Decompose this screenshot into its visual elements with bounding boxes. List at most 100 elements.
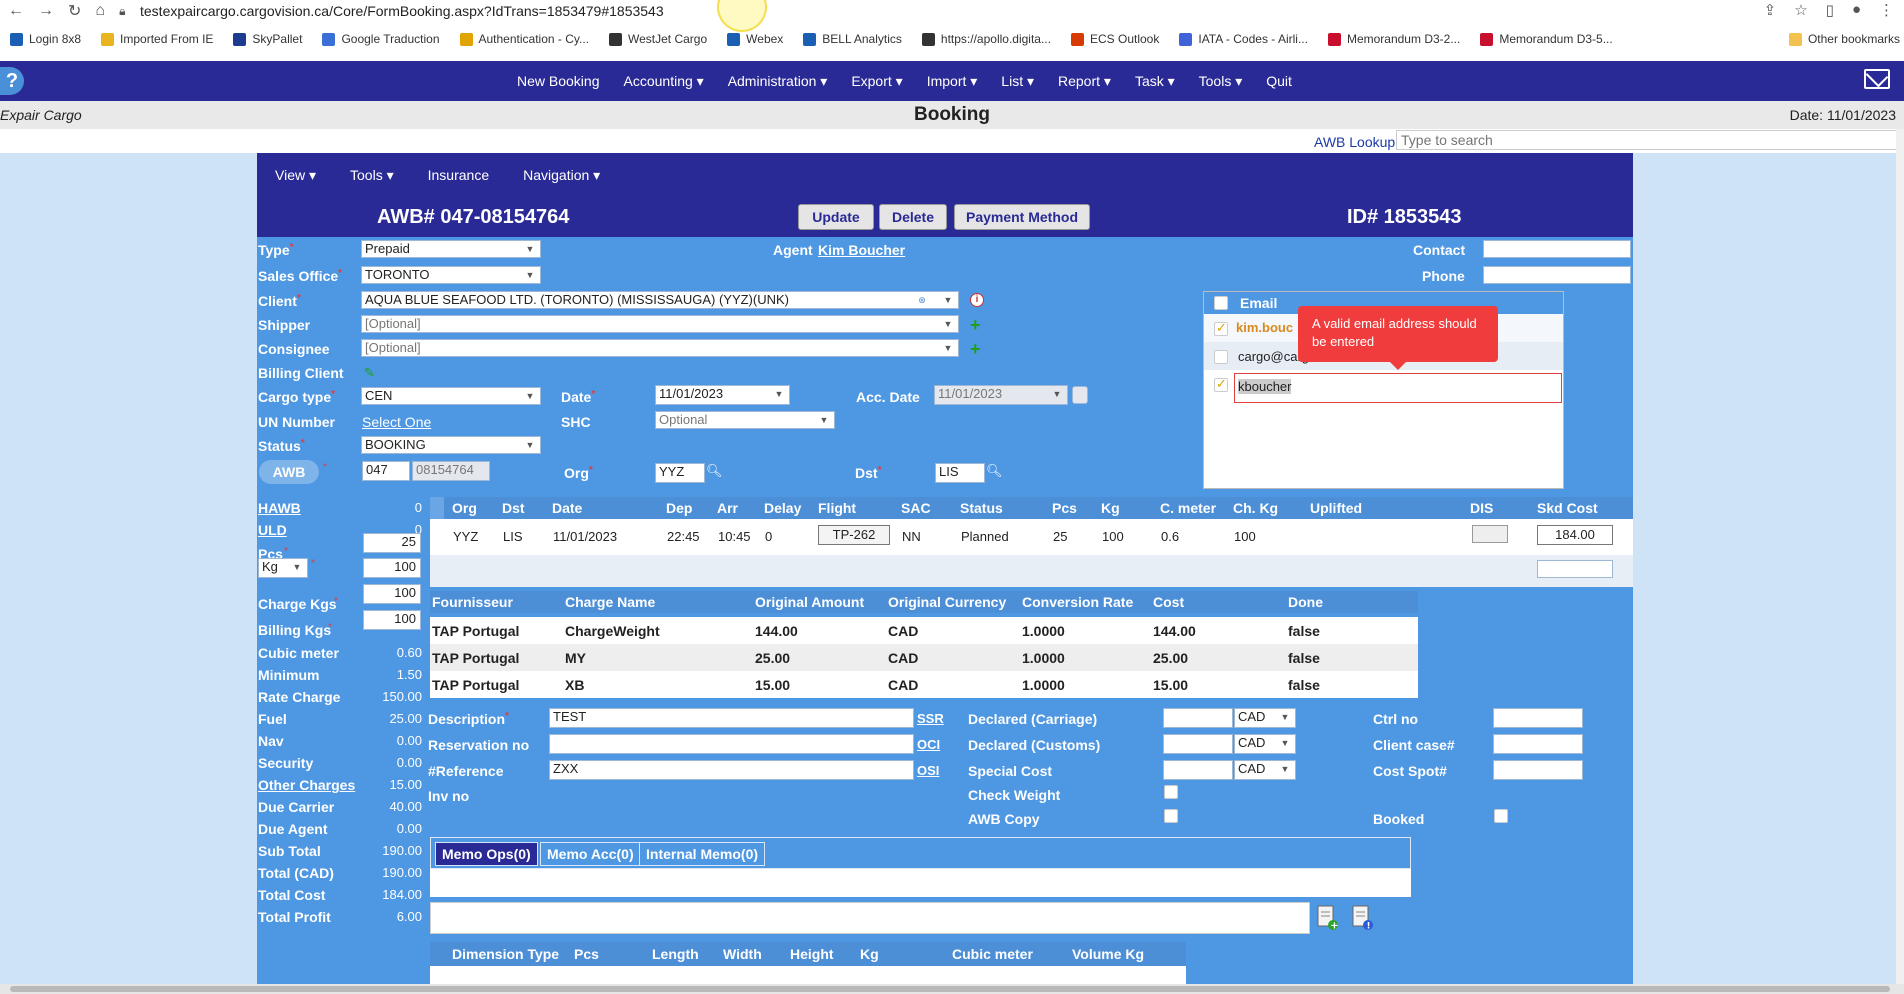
home-icon[interactable]: ⌂: [95, 2, 106, 19]
flight-grid-header-cell[interactable]: Org: [452, 500, 477, 516]
dst-input[interactable]: LIS: [935, 463, 985, 483]
flight-grid-row[interactable]: YYZ LIS 11/01/2023 22:45 10:45 0 TP-262 NN Plann…: [430, 519, 1633, 555]
flight-grid-header-cell[interactable]: C. meter: [1160, 500, 1217, 516]
email-row-checkbox[interactable]: [1214, 320, 1228, 336]
awb-copy-checkbox[interactable]: [1164, 809, 1178, 823]
share-icon[interactable]: ⇪: [1763, 2, 1777, 19]
dimension-header-cell[interactable]: Height: [790, 946, 834, 962]
dimension-header-cell[interactable]: Cubic meter: [952, 946, 1033, 962]
bookmark-item[interactable]: ECS Outlook: [1061, 32, 1169, 46]
toolbar-item[interactable]: Insurance: [427, 167, 490, 183]
tab-internal-memo[interactable]: Internal Memo(0): [639, 842, 766, 866]
flight-grid-header-cell[interactable]: Ch. Kg: [1233, 500, 1279, 516]
org-input[interactable]: YYZ: [655, 463, 705, 483]
other-bookmarks[interactable]: Other bookmarks: [1788, 32, 1900, 46]
charges-row[interactable]: TAP Portugal XB 15.00 CAD 1.0000 15.00 false: [430, 671, 1418, 698]
reference-input[interactable]: ZXX: [549, 760, 914, 780]
billing-kgs-input[interactable]: 100: [363, 610, 421, 630]
un-number-link[interactable]: Select One: [362, 414, 432, 430]
awb-prefix-input[interactable]: 047: [362, 461, 410, 481]
payment-method-button[interactable]: Payment Method: [954, 204, 1090, 230]
forward-icon[interactable]: →: [38, 2, 54, 19]
url-text[interactable]: testexpaircargo.cargovision.ca/Core/Form…: [140, 3, 664, 19]
client-select[interactable]: AQUA BLUE SEAFOOD LTD. (TORONTO) (MISSIS…: [361, 291, 959, 309]
dimension-header-cell[interactable]: Volume Kg: [1072, 946, 1145, 962]
description-input[interactable]: TEST: [549, 708, 914, 728]
email-edit-checkbox[interactable]: [1214, 376, 1228, 392]
charges-header-cell[interactable]: Conversion Rate: [1022, 594, 1134, 610]
charges-header-cell[interactable]: Fournisseur: [432, 594, 513, 610]
reservation-input[interactable]: [549, 734, 914, 754]
clear-icon[interactable]: ⊗: [918, 295, 926, 305]
flight-grid-header-cell[interactable]: Skd Cost: [1537, 500, 1598, 516]
dimension-header-cell[interactable]: Width: [723, 946, 762, 962]
charges-row[interactable]: TAP Portugal MY 25.00 CAD 1.0000 25.00 false: [430, 644, 1418, 671]
add-consignee-icon[interactable]: +: [970, 339, 981, 359]
booked-checkbox[interactable]: [1494, 809, 1508, 823]
star-icon[interactable]: ☆: [1794, 2, 1808, 19]
charges-header-cell[interactable]: Charge Name: [565, 594, 656, 610]
skd-cost-input-empty[interactable]: [1537, 560, 1613, 578]
charges-header-cell[interactable]: Done: [1288, 594, 1323, 610]
acc-date-input[interactable]: 11/01/2023 ▼: [934, 385, 1068, 405]
declared-carriage-input[interactable]: [1163, 708, 1233, 728]
flight-grid-header-cell[interactable]: Flight: [818, 500, 857, 516]
dimension-header-cell[interactable]: Length: [652, 946, 699, 962]
pcs-input[interactable]: 25: [363, 533, 421, 553]
bookmark-item[interactable]: Webex: [717, 32, 793, 46]
charges-header-cell[interactable]: Original Amount: [755, 594, 865, 610]
menu-item[interactable]: Import ▾: [926, 72, 978, 89]
bookmark-item[interactable]: Google Traduction: [312, 32, 449, 46]
email-select-all-checkbox[interactable]: [1214, 296, 1228, 310]
bookmark-item[interactable]: WestJet Cargo: [599, 32, 717, 46]
profile-icon[interactable]: ●: [1851, 1, 1861, 18]
bookmark-item[interactable]: BELL Analytics: [793, 32, 912, 46]
client-info-icon[interactable]: i: [970, 293, 984, 307]
ssr-link[interactable]: SSR: [917, 711, 944, 726]
document-info-icon[interactable]: !: [1350, 904, 1374, 932]
oci-link[interactable]: OCI: [917, 737, 941, 752]
vertical-scrollbar[interactable]: [1896, 129, 1904, 984]
currency-select[interactable]: CAD ▼: [1234, 734, 1296, 754]
flight-grid-header-cell[interactable]: Status: [960, 500, 1003, 516]
dimension-header-cell[interactable]: Dimension Type: [452, 946, 560, 962]
special-cost-input[interactable]: [1163, 760, 1233, 780]
mail-icon[interactable]: [1864, 69, 1890, 89]
flight-grid-header-cell[interactable]: SAC: [901, 500, 931, 516]
bookmark-item[interactable]: https://apollo.digita...: [912, 32, 1061, 46]
toolbar-item[interactable]: Navigation ▾: [523, 166, 601, 183]
date-input[interactable]: 11/01/2023 ▼: [655, 385, 790, 405]
charges-row[interactable]: TAP Portugal ChargeWeight 144.00 CAD 1.0000 1…: [430, 617, 1418, 644]
bookmark-item[interactable]: Memorandum D3-5...: [1470, 32, 1622, 46]
flight-grid-header-cell[interactable]: Dep: [666, 500, 693, 516]
charges-header-cell[interactable]: Cost: [1153, 594, 1185, 610]
osi-link[interactable]: OSI: [917, 763, 940, 778]
status-select[interactable]: BOOKING ▼: [361, 436, 541, 454]
bookmark-item[interactable]: Memorandum D3-2...: [1318, 32, 1470, 46]
consignee-select[interactable]: [Optional] ▼: [361, 339, 959, 357]
tab-memo-ops[interactable]: Memo Ops(0): [435, 842, 538, 866]
charges-header-cell[interactable]: Original Currency: [888, 594, 1007, 610]
awb-number-input[interactable]: 08154764: [412, 461, 490, 481]
add-shipper-icon[interactable]: +: [970, 315, 981, 335]
tab-memo-acc[interactable]: Memo Acc(0): [540, 842, 641, 866]
bookmark-item[interactable]: Login 8x8: [0, 32, 91, 46]
shipper-select[interactable]: [Optional] ▼: [361, 315, 959, 333]
search-icon[interactable]: 🔍︎: [986, 463, 1003, 478]
menu-item[interactable]: Quit: [1266, 73, 1292, 89]
bookmark-item[interactable]: SkyPallet: [223, 32, 312, 46]
dimension-header-cell[interactable]: Kg: [860, 946, 879, 962]
currency-select[interactable]: CAD ▼: [1234, 760, 1296, 780]
summary-label[interactable]: ULD: [258, 522, 287, 538]
awb-button[interactable]: AWB: [259, 460, 319, 484]
skd-cost-input[interactable]: 184.00: [1537, 525, 1613, 545]
bookmark-item[interactable]: Authentication - Cy...: [450, 32, 600, 46]
memo-input[interactable]: [430, 902, 1310, 934]
cargo-type-select[interactable]: CEN ▼: [361, 387, 541, 405]
kg-input[interactable]: 100: [363, 558, 421, 578]
pencil-icon[interactable]: ✎: [364, 365, 375, 380]
lock-icon[interactable]: 🔒︎: [119, 3, 126, 18]
side-panel-icon[interactable]: ▯: [1825, 2, 1834, 19]
ctrl-no-input[interactable]: [1493, 708, 1583, 728]
flight-grid-header-cell[interactable]: Pcs: [1052, 500, 1077, 516]
